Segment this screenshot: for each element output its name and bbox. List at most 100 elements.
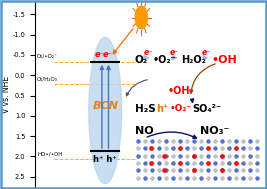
Point (185, 161, 189, 164)
Point (220, 154, 224, 157)
Point (213, 176, 217, 179)
Text: •O₂⁻: •O₂⁻ (170, 104, 192, 113)
Text: e⁻: e⁻ (102, 50, 112, 59)
Point (206, 147, 210, 150)
Text: e⁻: e⁻ (95, 50, 105, 59)
Point (227, 169, 231, 172)
Point (192, 154, 196, 157)
Point (220, 139, 224, 143)
Text: O₂/H₂O₃: O₂/H₂O₃ (37, 76, 58, 81)
Text: •OH: •OH (168, 86, 190, 96)
Point (199, 169, 203, 172)
Circle shape (135, 6, 147, 29)
Point (171, 154, 175, 157)
Text: e⁻: e⁻ (201, 48, 210, 57)
Point (234, 169, 238, 172)
Point (192, 154, 196, 157)
Point (164, 147, 168, 150)
Point (241, 154, 245, 157)
Point (213, 147, 217, 150)
Point (178, 161, 182, 164)
Point (162, 169, 166, 172)
Point (248, 176, 252, 179)
Point (220, 169, 224, 172)
Point (206, 169, 210, 172)
Point (164, 169, 168, 172)
Text: •OH: •OH (211, 55, 237, 65)
Point (192, 176, 196, 179)
Point (164, 139, 168, 143)
Point (150, 176, 154, 179)
Point (234, 154, 238, 157)
Point (199, 161, 203, 164)
Point (241, 161, 245, 164)
Text: H₂S: H₂S (135, 104, 155, 114)
Point (206, 161, 210, 164)
Point (136, 169, 140, 172)
Point (192, 147, 196, 150)
Point (206, 154, 210, 157)
Point (143, 139, 147, 143)
Point (157, 176, 161, 179)
Point (206, 139, 210, 143)
Point (248, 139, 252, 143)
Point (150, 147, 154, 150)
Point (157, 139, 161, 143)
Text: NO₃⁻: NO₃⁻ (200, 126, 230, 136)
Point (150, 139, 154, 143)
Point (164, 176, 168, 179)
Point (227, 154, 231, 157)
Point (143, 169, 147, 172)
Point (185, 154, 189, 157)
Point (199, 176, 203, 179)
Text: e⁻: e⁻ (144, 48, 153, 57)
Point (157, 169, 161, 172)
Point (136, 147, 140, 150)
Point (213, 169, 217, 172)
Point (241, 147, 245, 150)
Point (220, 176, 224, 179)
Point (162, 154, 166, 157)
Point (185, 139, 189, 143)
Point (255, 169, 259, 172)
Point (178, 169, 182, 172)
Text: e⁻: e⁻ (170, 48, 179, 57)
Point (171, 176, 175, 179)
Point (199, 147, 203, 150)
Point (241, 176, 245, 179)
Point (255, 139, 259, 143)
Point (227, 139, 231, 143)
Point (234, 147, 239, 150)
Point (227, 147, 231, 150)
Text: h⁺ h⁺: h⁺ h⁺ (93, 155, 117, 164)
Point (255, 176, 259, 179)
Ellipse shape (89, 37, 121, 184)
Point (213, 161, 217, 164)
Point (143, 161, 147, 164)
Point (178, 139, 182, 143)
Text: •O₂⁻: •O₂⁻ (152, 55, 176, 65)
Point (150, 154, 154, 157)
Point (157, 147, 161, 150)
Point (149, 161, 153, 164)
Point (178, 147, 182, 150)
Text: O₂/•O₂⁻: O₂/•O₂⁻ (37, 54, 58, 59)
Point (178, 147, 182, 150)
Point (227, 161, 231, 164)
Point (220, 161, 224, 164)
Point (150, 169, 154, 172)
Point (206, 161, 210, 164)
Point (192, 169, 196, 172)
Text: SO₄²⁻: SO₄²⁻ (193, 104, 222, 114)
Point (248, 147, 252, 150)
Point (136, 161, 140, 164)
Point (234, 176, 238, 179)
Point (171, 161, 175, 164)
Point (178, 176, 182, 179)
Point (136, 154, 140, 157)
Point (234, 161, 239, 164)
Text: H₂O₂: H₂O₂ (181, 55, 206, 65)
Point (234, 139, 238, 143)
Point (241, 139, 245, 143)
Point (185, 169, 189, 172)
